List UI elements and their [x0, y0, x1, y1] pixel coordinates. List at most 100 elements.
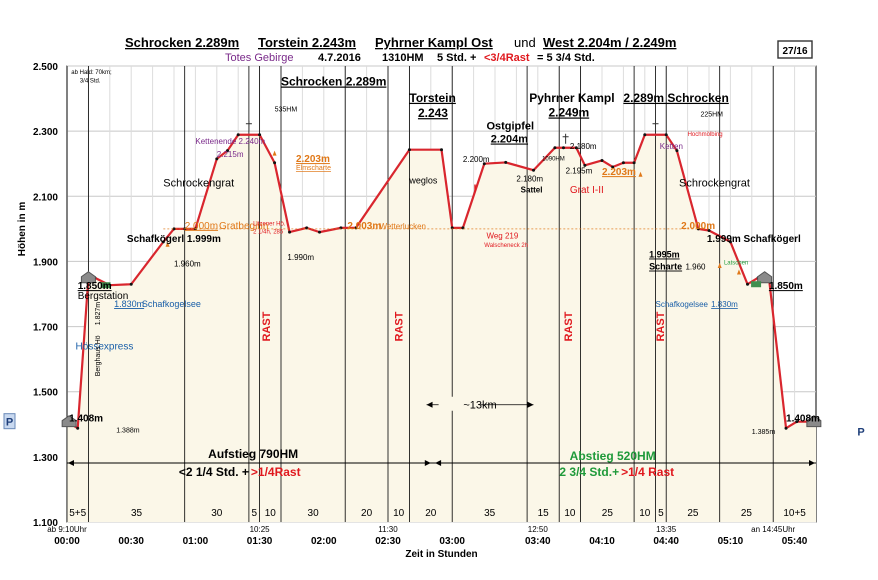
elevation-point: [696, 227, 700, 231]
elevation-point: [632, 161, 636, 165]
x-tick-label: 05:40: [782, 536, 808, 547]
elevation-area: [67, 134, 816, 522]
chart-annotation: 1090HM: [542, 156, 565, 162]
block-minutes-label: 30: [308, 508, 320, 519]
elevation-point: [532, 168, 536, 172]
lake-marker: [100, 282, 111, 289]
waypoint-marker-icon: [638, 171, 643, 177]
chart-annotation: Ostgipfel: [486, 121, 534, 133]
chart-annotation: 1.995m: [649, 250, 680, 260]
elevation-point: [600, 158, 604, 162]
chart-annotation: Bergstation: [78, 291, 129, 302]
x-tick-label: 02:00: [311, 536, 337, 547]
distance-bg: [438, 396, 479, 411]
lift-station-icon: [80, 271, 96, 284]
rast-label: RAST: [261, 311, 273, 341]
y-axis-title: Höhen in m: [17, 202, 28, 257]
chart-annotation: Schafkogelsee: [142, 299, 201, 309]
chart-annotation: Hochmölbing: [688, 132, 723, 138]
time-mark-label: 13:35: [656, 525, 677, 534]
corner-note: ab Hald: 70km;: [71, 70, 112, 76]
block-minutes-label: 30: [211, 508, 223, 519]
title-torstein: Torstein 2.243m: [258, 35, 356, 50]
chart-annotation: 1.385m: [752, 429, 776, 436]
phase-arrow-mid-l: [424, 460, 431, 466]
title-connector: und: [514, 35, 536, 50]
elevation-point: [611, 165, 615, 169]
block-minutes-label: 10: [265, 508, 277, 519]
elevation-point: [574, 146, 578, 150]
chart-annotation: 1.408m: [69, 414, 103, 425]
vertical-annotation: 1.827m: [95, 302, 102, 326]
elevation-point: [504, 160, 508, 164]
chart-annotation: Torstein: [409, 91, 455, 105]
parking-icon-left: P: [6, 417, 13, 429]
elevation-point: [407, 148, 411, 152]
hut-icon-end: [806, 415, 822, 428]
elevation-point: [226, 149, 229, 153]
elevation-point: [318, 230, 322, 234]
subtitle-total: = 5 3/4 Std.: [537, 52, 595, 64]
time-mark-label: ab 9:10Uhr: [47, 525, 87, 534]
chart-annotation: 2.249m: [549, 105, 590, 119]
elevation-point: [215, 157, 219, 161]
elevation-point: [482, 162, 486, 166]
distance-label: ~13km: [463, 400, 496, 412]
phase-arrow-left: [68, 460, 74, 466]
block-minutes-label: 10: [564, 508, 576, 519]
waypoint-marker-icon: [736, 269, 741, 275]
rast-label: RAST: [655, 311, 667, 341]
elevation-point: [172, 227, 176, 231]
elevation-point: [643, 133, 647, 137]
subtitle-region: Totes Gebirge: [225, 52, 293, 64]
x-tick-label: 01:00: [183, 536, 209, 547]
rast-label: RAST: [394, 311, 406, 341]
chart-annotation: 2.215m: [217, 150, 244, 159]
block-minutes-label: 5: [658, 508, 664, 519]
chart-annotation: Pyhrner Kampl: [529, 91, 614, 105]
block-minutes-label: 25: [687, 508, 699, 519]
chart-annotation: weglos: [408, 175, 438, 185]
chart-annotation: 2.195m: [566, 166, 593, 175]
block-minutes-label: 10: [393, 508, 405, 519]
block-minutes-label: 10: [639, 508, 651, 519]
chart-annotation: Kettenende 2.240m: [195, 137, 265, 146]
phase-arrow-mid-r: [435, 460, 442, 466]
chart-annotation: I: [474, 183, 477, 194]
elevation-point: [129, 282, 133, 286]
chart-annotation: 2 1/4h, 285: [253, 230, 284, 236]
ascent-time: <2 1/4 Std. +: [179, 465, 249, 479]
chart-annotation: Schrocken 2.289m: [281, 75, 386, 89]
chart-header: Schrocken 2.289m Torstein 2.243m Pyhrner…: [125, 35, 813, 64]
chart-annotation: Latschen: [724, 261, 748, 267]
chart-annotation: 2.003m: [347, 221, 381, 232]
y-tick-label: 2.500: [33, 62, 58, 73]
corner-note: 3/4 Std.: [80, 78, 101, 84]
chart-annotation: 2.243: [418, 106, 448, 120]
subtitle-hm: 1310HM: [382, 52, 424, 64]
block-minutes-label: 25: [602, 508, 614, 519]
elevation-point: [236, 133, 240, 137]
elevation-point: [795, 420, 799, 424]
x-tick-label: 03:40: [525, 536, 551, 547]
y-tick-label: 1.500: [33, 388, 58, 399]
distance-arrow-right: [527, 401, 534, 408]
chart-annotation: Schafkögerl 1.999m: [127, 234, 221, 245]
chart-annotation: 1.850m: [78, 281, 112, 292]
x-axis-title: Zeit in Stunden: [405, 549, 477, 560]
subtitle-rast: <3/4Rast: [484, 52, 530, 64]
chart-annotation: 2.180m: [516, 175, 543, 184]
descent-rast: >1/4 Rast: [621, 465, 674, 479]
time-mark-label: 12:50: [528, 525, 549, 534]
rast-label: RAST: [563, 311, 575, 341]
block-minutes-label: 20: [425, 508, 437, 519]
chart-annotation: 2.000m: [185, 221, 218, 232]
parking-icon-right: P: [857, 427, 864, 439]
waypoint-marker-icon: [272, 150, 277, 156]
descent-time: 2 3/4 Std.+: [559, 465, 619, 479]
plot-area: 1.100 1.300 1.500 1.700 1.900 2.100 2.300 2.500…: [3, 62, 865, 560]
title-pyhrner-kampl: Pyhrner Kampl Ost: [375, 35, 493, 50]
elevation-point: [76, 426, 80, 430]
chart-annotation: 1.830m: [711, 300, 738, 309]
elevation-point: [258, 133, 262, 137]
